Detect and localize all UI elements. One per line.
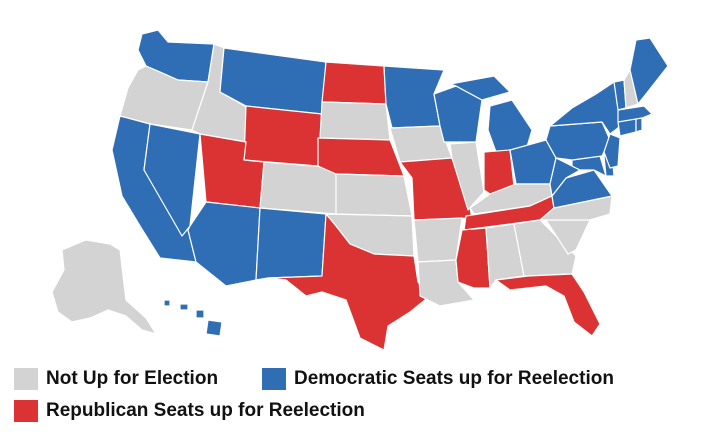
state-fl xyxy=(495,273,601,337)
state-ne xyxy=(317,137,405,177)
state-ma xyxy=(617,105,653,123)
state-nd xyxy=(321,61,387,105)
state-wy xyxy=(243,105,323,167)
state-hi xyxy=(163,299,223,337)
legend-item-republican: Republican Seats up for Reelection xyxy=(14,400,365,422)
state-nv xyxy=(143,123,201,237)
us-senate-map xyxy=(51,29,669,351)
state-pa xyxy=(545,121,611,161)
state-az xyxy=(187,201,261,287)
legend-item-democratic: Democratic Seats up for Reelection xyxy=(262,368,614,390)
state-nm xyxy=(255,207,327,281)
legend-swatch-not-up xyxy=(14,368,38,390)
state-tx xyxy=(267,213,431,351)
state-sd xyxy=(319,101,391,141)
state-ak xyxy=(51,239,157,335)
legend-label-democratic: Democratic Seats up for Reelection xyxy=(294,368,614,389)
state-il xyxy=(449,141,485,211)
state-ri xyxy=(635,117,643,133)
legend-item-not-up: Not Up for Election xyxy=(14,368,218,390)
state-ks xyxy=(335,173,413,217)
state-nj xyxy=(603,133,621,169)
legend-swatch-democratic xyxy=(262,368,286,390)
state-or xyxy=(119,65,209,131)
legend-label-republican: Republican Seats up for Reelection xyxy=(46,400,365,421)
legend: Not Up for Election Democratic Seats up … xyxy=(14,366,714,430)
legend-label-not-up: Not Up for Election xyxy=(46,368,219,389)
legend-swatch-republican xyxy=(14,400,38,422)
state-ar xyxy=(413,217,463,263)
state-me xyxy=(629,37,669,105)
state-ms xyxy=(455,227,491,289)
